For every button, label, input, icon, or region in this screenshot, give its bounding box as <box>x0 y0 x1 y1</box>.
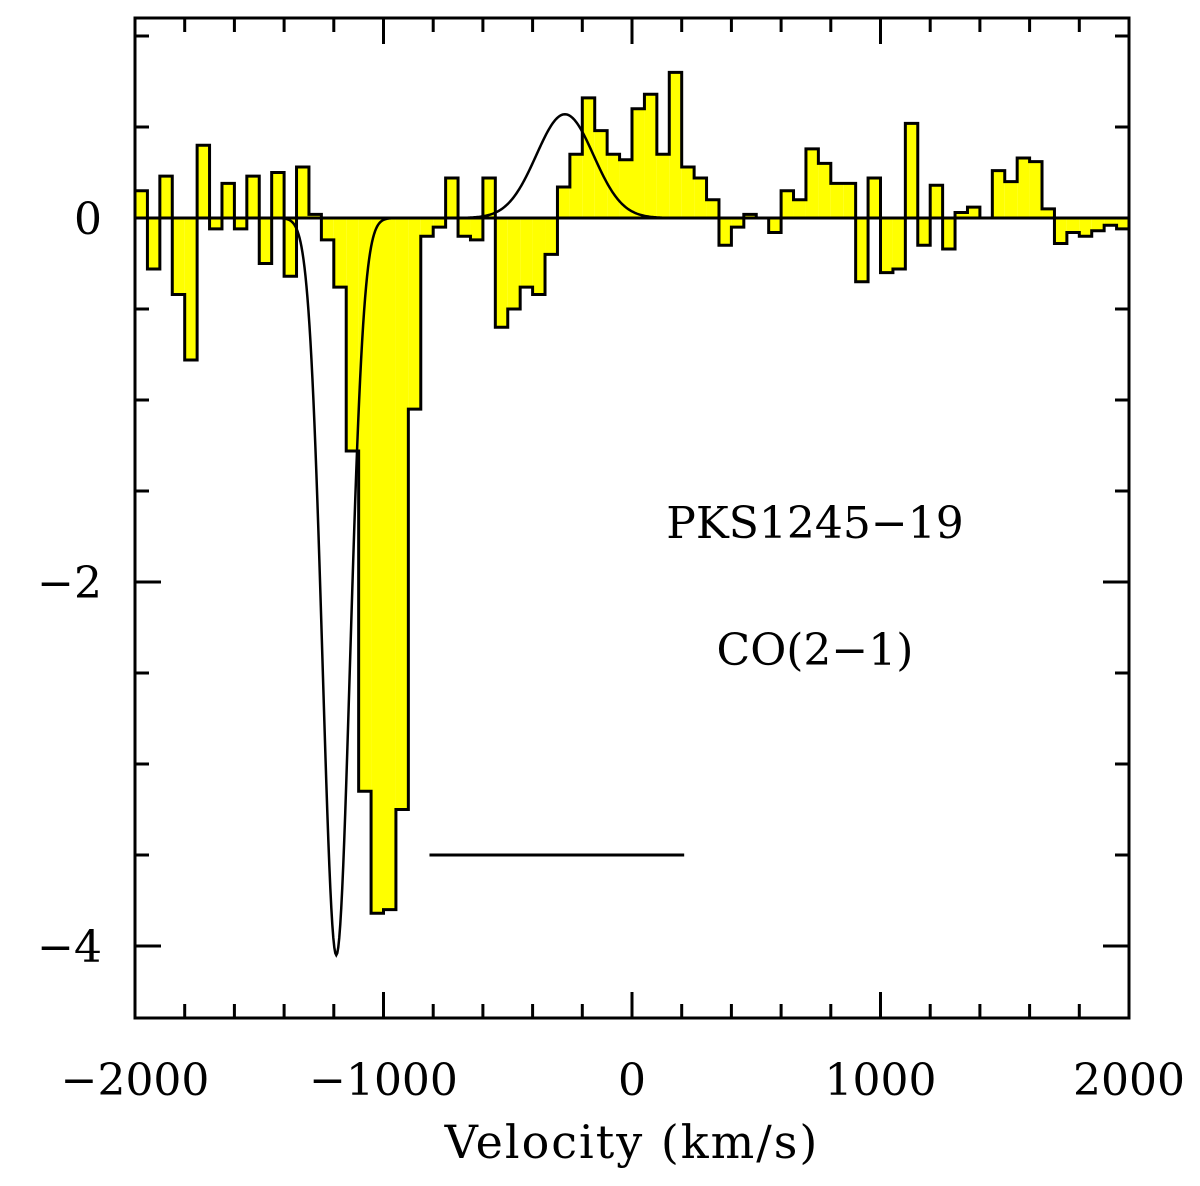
spectrum-bin <box>992 170 1005 218</box>
spectrum-bin <box>259 218 272 264</box>
spectrum-bin <box>656 154 670 218</box>
spectrum-bin <box>458 218 471 237</box>
spectrum-bin <box>955 212 968 218</box>
spectrum-bin <box>321 218 334 240</box>
spectrum-bin <box>507 218 521 309</box>
spectrum-bin <box>607 154 620 218</box>
spectrum-bin <box>781 190 794 218</box>
spectrum-bin <box>1029 161 1043 218</box>
spectrum-bin <box>371 218 384 914</box>
spectrum-bin <box>234 218 247 229</box>
spectrum-bin <box>681 167 695 218</box>
spectrum-bin <box>159 176 173 218</box>
spectrum-bin <box>731 218 744 228</box>
spectrum-bin <box>594 130 608 218</box>
spectrum-bin <box>346 218 359 451</box>
spectrum-bin <box>308 214 322 218</box>
spectrum-bin <box>197 145 210 218</box>
gaussian-fit-curve <box>271 113 695 958</box>
spectrum-step-line <box>135 70 1129 915</box>
spectrum-bin <box>743 214 757 218</box>
spectrum-bin <box>1104 218 1117 226</box>
line-transition-annotation: CO(2−1) <box>717 625 914 676</box>
spectrum-bin <box>433 218 446 228</box>
spectrum-bin <box>1066 218 1080 233</box>
y-tick-label: −4 <box>37 922 102 973</box>
spectrum-bin <box>1141 218 1153 254</box>
x-tick-label: −2000 <box>61 1055 210 1106</box>
spectrum-bin <box>284 218 297 277</box>
spectrum-bin <box>408 218 421 410</box>
spectrum-bin <box>482 177 496 218</box>
spectrum-bin <box>1166 218 1178 294</box>
spectrum-bin <box>930 185 943 218</box>
spectrum-bin <box>1129 191 1141 218</box>
spectrum-bin <box>905 123 918 218</box>
spectrum-bin <box>557 187 570 218</box>
x-tick-label: 2000 <box>1073 1055 1185 1106</box>
spectrum-bin <box>1079 218 1092 237</box>
spectrum-bin <box>818 163 831 218</box>
spectrum-bin <box>1054 218 1067 244</box>
spectrum-bin <box>495 218 508 328</box>
spectrum-bin <box>644 94 657 218</box>
spectrum-bin <box>395 218 409 810</box>
spectrum-bin <box>706 199 719 218</box>
spectrum-bin <box>768 218 782 233</box>
spectrum-bin <box>296 167 309 218</box>
spectrum-bin <box>333 218 347 288</box>
spectrum-bin <box>855 218 869 282</box>
spectrum-bin <box>917 218 931 246</box>
spectrum-bin <box>147 218 160 269</box>
spectrum-bin <box>221 183 235 218</box>
spectrum-bin <box>694 177 707 218</box>
spectrum-bin <box>868 177 881 218</box>
spectrum-bin <box>1091 218 1105 231</box>
spectrum-bin <box>545 218 558 255</box>
spectrum-bin <box>1116 218 1129 229</box>
spectrum-bin <box>805 148 819 218</box>
spectrum-bin <box>184 218 198 360</box>
x-axis-label: Velocity (km/s) <box>444 1115 820 1169</box>
spectrum-bin <box>880 218 893 273</box>
spectrum-bin <box>718 218 732 246</box>
spectrum-bin <box>172 218 185 295</box>
y-tick-label: 0 <box>74 194 102 245</box>
spectrum-bin <box>1191 218 1200 260</box>
spectrum-bin <box>246 176 260 218</box>
spectrum-bin <box>271 172 285 218</box>
spectrum-bin <box>1017 157 1030 218</box>
plot-frame <box>133 16 1131 1020</box>
source-name-annotation: PKS1245−19 <box>666 498 963 549</box>
spectrum-bin <box>420 218 434 237</box>
spectrum-bin <box>445 177 459 218</box>
spectrum-bin <box>942 218 956 249</box>
spectrum-bin <box>383 218 396 910</box>
x-tick-label: 1000 <box>825 1055 937 1106</box>
spectrum-bin <box>569 154 583 218</box>
spectrum-bin <box>135 190 148 218</box>
spectrum-bin <box>843 183 856 218</box>
x-tick-label: 0 <box>618 1055 646 1106</box>
y-tick-label: −2 <box>37 558 102 609</box>
spectrum-bin <box>892 218 906 269</box>
spectrum-bin <box>793 199 806 218</box>
spectrum-bin <box>470 218 483 240</box>
spectrum-bin <box>1042 208 1055 218</box>
spectrum-bin <box>532 218 546 295</box>
spectrum-bin <box>830 183 844 218</box>
spectrum-bin <box>520 218 533 288</box>
spectrum-bin <box>209 218 222 229</box>
spectrum-bin <box>1004 181 1018 218</box>
x-tick-label: −1000 <box>309 1055 458 1106</box>
spectrum-bin <box>632 108 645 218</box>
spectrum-bin <box>1179 209 1191 218</box>
spectrum-bin <box>582 97 595 218</box>
spectrum-bin <box>967 207 980 218</box>
spectrum-bin <box>669 72 682 219</box>
spectrum-bin <box>1154 218 1166 276</box>
